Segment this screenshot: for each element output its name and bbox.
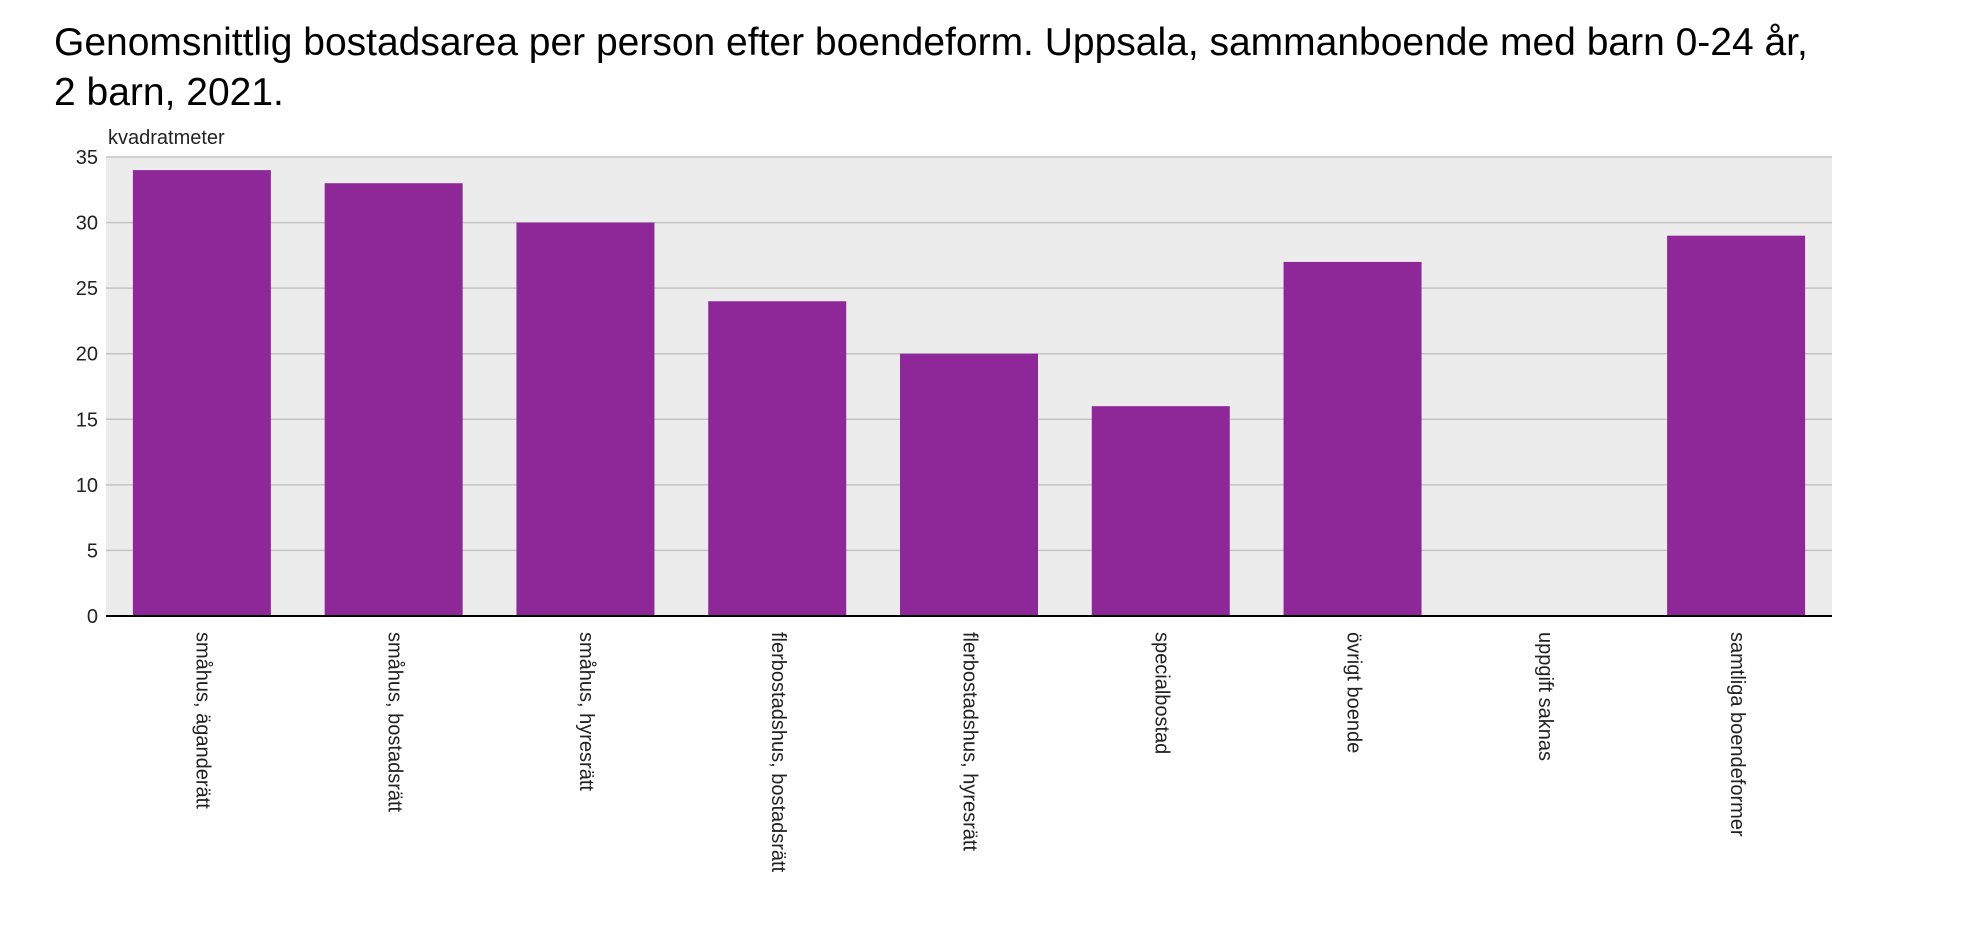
bar xyxy=(900,353,1038,616)
y-tick-label: 20 xyxy=(76,344,98,366)
x-tick-label: uppgift saknas xyxy=(1534,632,1556,761)
y-tick-label: 5 xyxy=(87,540,98,562)
x-tick-label: övrigt boende xyxy=(1342,632,1364,753)
bar xyxy=(516,222,655,617)
x-tick-label: samtliga boendeformer xyxy=(1726,632,1748,837)
bar xyxy=(324,183,463,616)
y-axis-label: kvadratmeter xyxy=(108,127,225,149)
y-tick-label: 25 xyxy=(76,278,98,300)
y-tick-label: 35 xyxy=(76,147,98,169)
bar xyxy=(132,170,271,616)
y-tick-label: 0 xyxy=(87,606,98,628)
x-tick-label: specialbostad xyxy=(1150,632,1172,754)
y-tick-label: 10 xyxy=(76,475,98,497)
bar xyxy=(1667,235,1806,616)
x-tick-labels: småhus, äganderätt småhus, bostadsrätt små… xyxy=(192,632,1748,873)
x-tick-label: flerbostadshus, hyresrätt xyxy=(959,632,981,851)
x-tick-label: småhus, hyresrätt xyxy=(575,632,597,791)
chart-title: Genomsnittlig bostadsarea per person eft… xyxy=(54,21,1808,114)
x-tick-label: flerbostadshus, bostadsrätt xyxy=(767,632,789,873)
bars xyxy=(132,170,1806,617)
y-tick-labels: 0 5 10 15 20 25 30 35 xyxy=(76,147,98,628)
y-tick-label: 30 xyxy=(76,213,98,235)
x-tick-label: småhus, äganderätt xyxy=(192,632,214,809)
x-tick-label: småhus, bostadsrätt xyxy=(383,632,405,813)
bar xyxy=(1283,261,1422,616)
y-tick-label: 15 xyxy=(76,409,98,431)
bar xyxy=(708,301,847,616)
bar xyxy=(1091,406,1230,616)
